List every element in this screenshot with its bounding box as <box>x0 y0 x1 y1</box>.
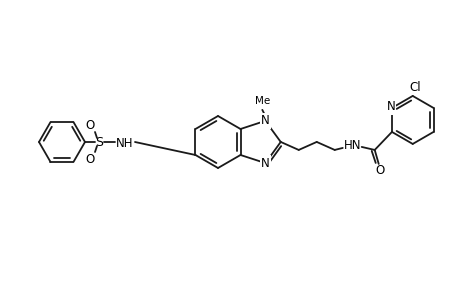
Text: Cl: Cl <box>408 81 420 94</box>
Text: O: O <box>85 152 95 166</box>
Text: Me: Me <box>254 96 269 106</box>
Text: O: O <box>85 118 95 131</box>
Text: N: N <box>260 114 269 128</box>
Text: NH: NH <box>116 136 134 149</box>
Text: N: N <box>261 157 269 169</box>
Text: N: N <box>386 100 394 113</box>
Text: S: S <box>95 136 103 148</box>
Text: HN: HN <box>343 140 361 152</box>
Text: O: O <box>374 164 384 177</box>
